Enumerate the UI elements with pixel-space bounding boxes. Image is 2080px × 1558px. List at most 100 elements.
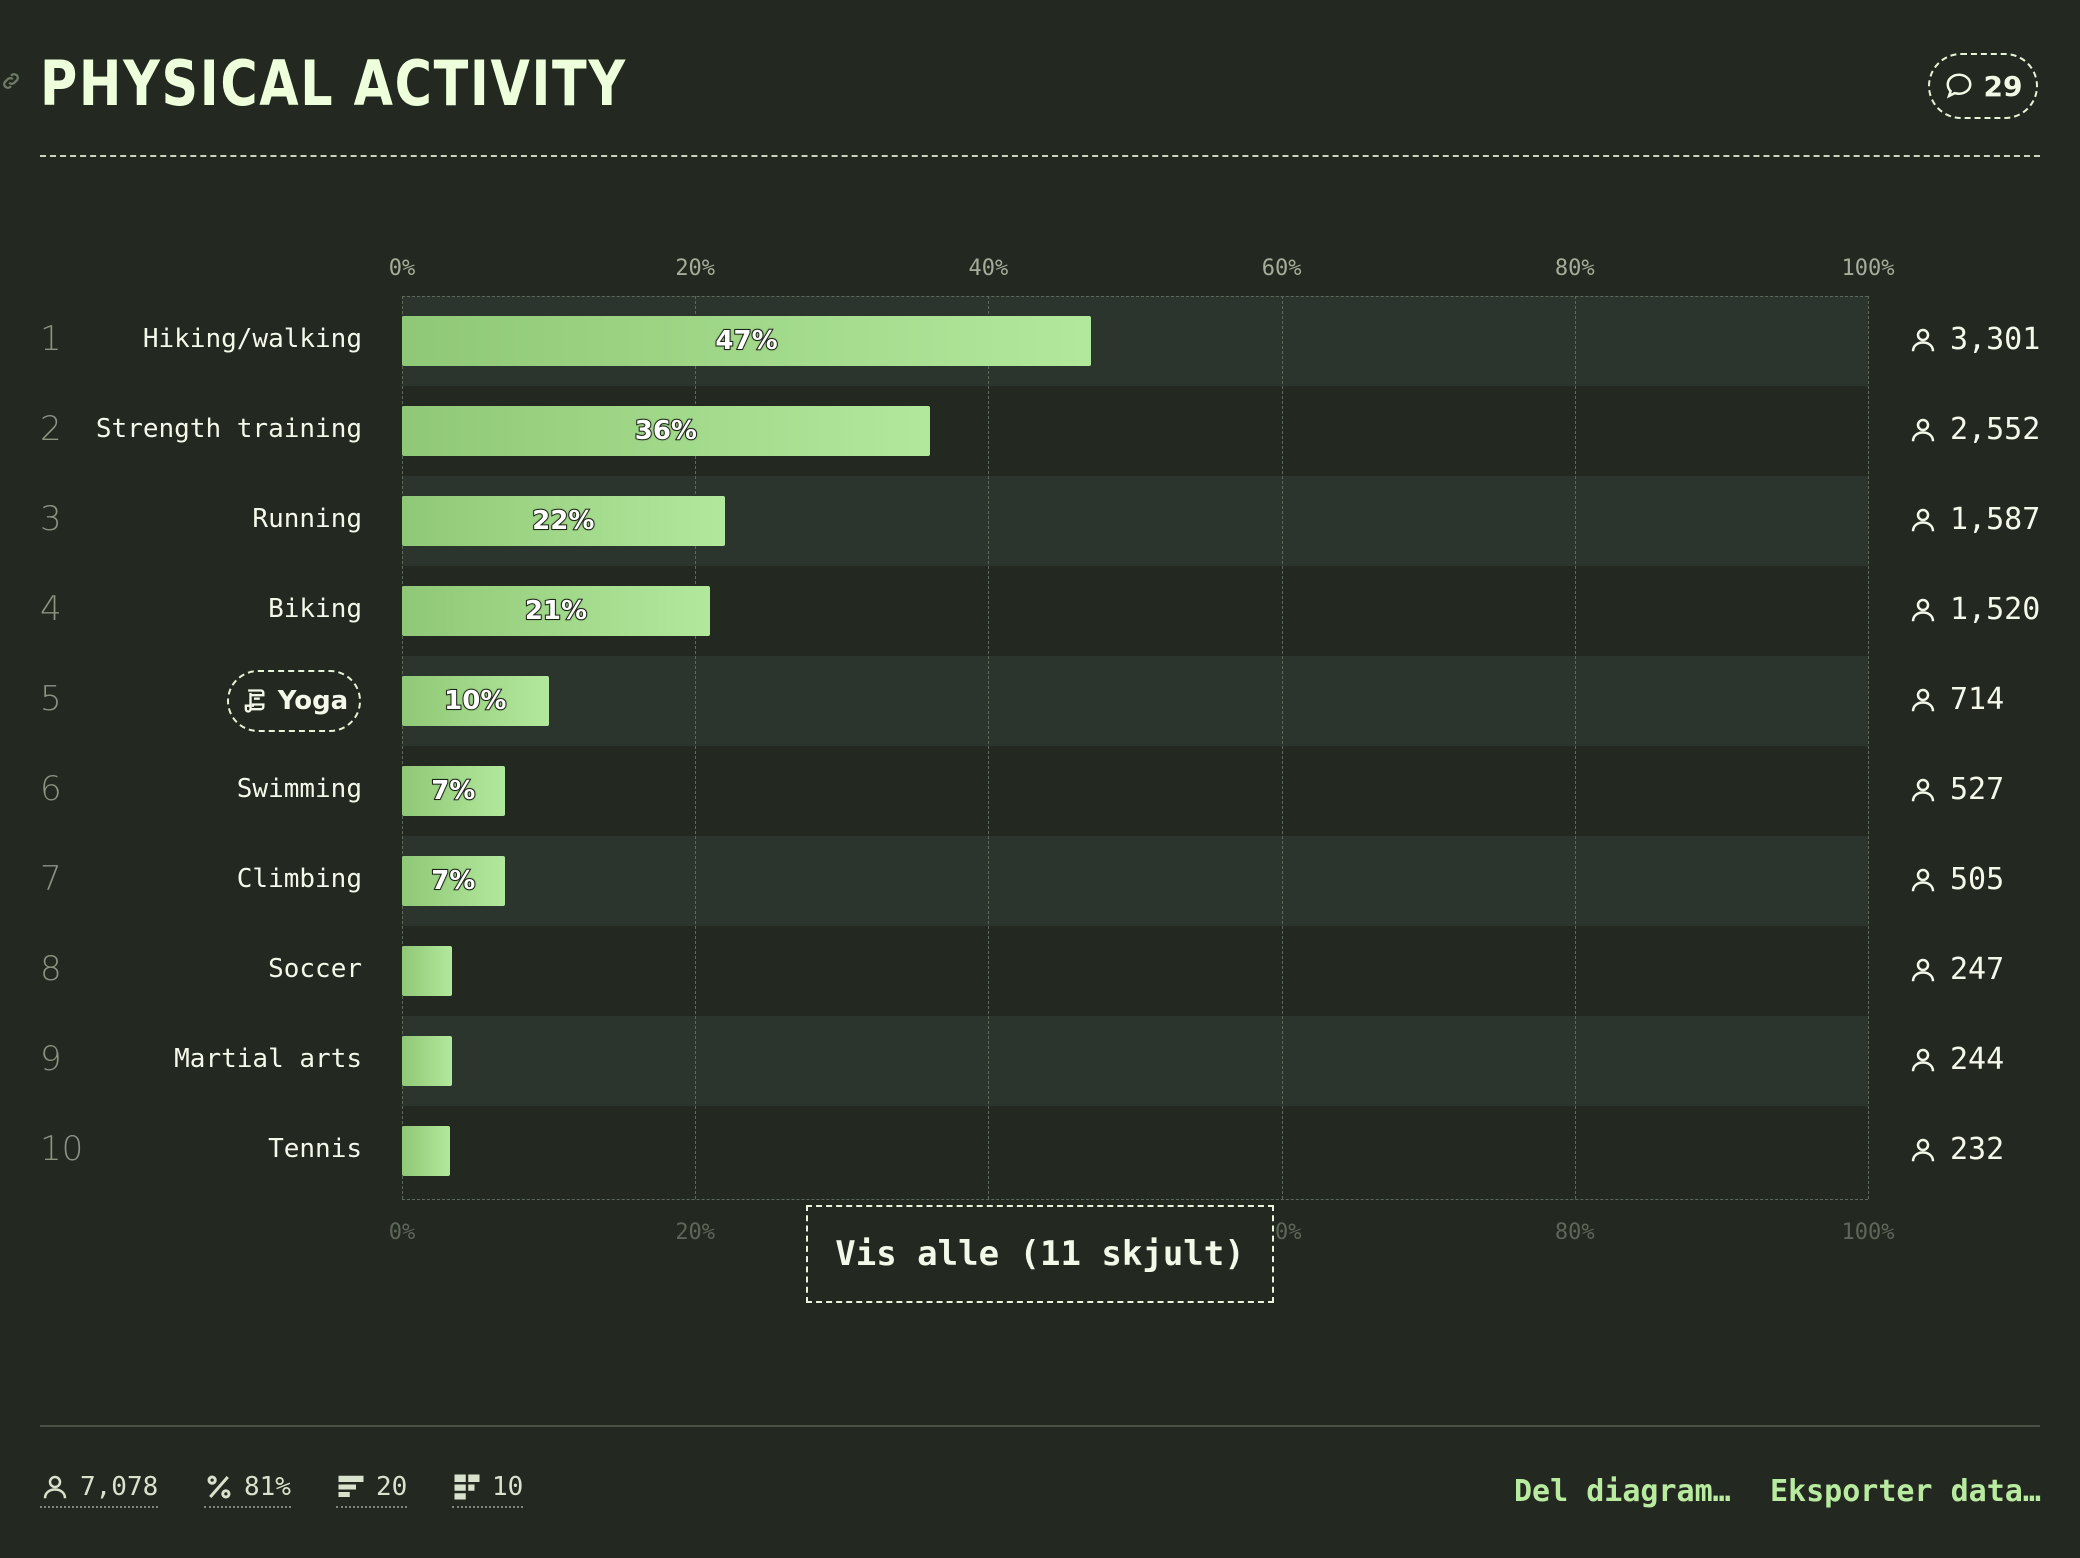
respondent-count: 505 — [1908, 862, 2004, 897]
scroll-icon — [244, 689, 265, 713]
category-label: Climbing — [236, 864, 362, 894]
rank-number: 9 — [40, 1039, 62, 1079]
respondent-count: 3,301 — [1908, 322, 2040, 357]
rank-number: 5 — [40, 679, 62, 719]
row-background — [402, 656, 1868, 746]
gridline — [1574, 296, 1576, 1199]
share-chart-link[interactable]: Del diagram… — [1514, 1474, 1731, 1509]
category-label: Soccer — [268, 954, 362, 984]
row-background — [402, 1106, 1868, 1196]
category-label: Strength training — [95, 414, 362, 444]
bar[interactable]: 10% — [402, 676, 549, 726]
bar-value-label: 7% — [430, 865, 476, 897]
bar[interactable] — [402, 1036, 452, 1086]
bar-value-label: 21% — [524, 595, 588, 627]
person-icon — [1911, 1138, 1935, 1161]
count-value: 247 — [1950, 952, 2005, 987]
options-value: 20 — [376, 1472, 408, 1502]
rank-number: 3 — [40, 499, 62, 539]
x-tick-label-top: 60% — [1261, 256, 1302, 281]
category-label: Tennis — [268, 1134, 362, 1164]
gridline — [1281, 296, 1283, 1199]
percent-icon — [207, 1475, 231, 1499]
x-tick-label-bottom: 80% — [1554, 1220, 1595, 1245]
category-label: Running — [252, 504, 362, 534]
footer-respondents[interactable]: 7,078 — [40, 1472, 159, 1508]
category-label: Martial arts — [174, 1044, 362, 1074]
show-all-button[interactable]: Vis alle (11 skjult) — [806, 1205, 1274, 1303]
count-value: 1,587 — [1950, 502, 2041, 537]
person-icon — [1911, 688, 1935, 711]
gridline — [402, 296, 403, 1199]
person-icon — [1911, 1048, 1935, 1071]
row-background — [402, 1016, 1868, 1106]
export-data-link[interactable]: Eksporter data… — [1770, 1474, 2041, 1509]
gridline — [695, 296, 697, 1199]
respondent-count: 527 — [1908, 772, 2004, 807]
person-icon — [1911, 508, 1935, 531]
respondent-count: 1,587 — [1908, 502, 2040, 537]
axis-line-top — [402, 296, 1868, 297]
respondent-count: 714 — [1908, 682, 2004, 717]
count-value: 527 — [1950, 772, 2005, 807]
category-label: Biking — [268, 594, 362, 624]
bar-value-label: 7% — [430, 775, 476, 807]
row-background — [402, 926, 1868, 1016]
comment-count: 29 — [1983, 69, 2023, 103]
comment-icon — [1946, 73, 1972, 99]
rank-number: 7 — [40, 859, 62, 899]
title-divider — [40, 155, 2040, 157]
bars-icon — [338, 1475, 364, 1497]
bar[interactable]: 22% — [402, 496, 725, 546]
bar-value-label: 10% — [443, 685, 507, 717]
row-background — [402, 836, 1868, 926]
respondent-count: 244 — [1908, 1042, 2004, 1077]
respondent-count: 1,520 — [1908, 592, 2040, 627]
x-tick-label-bottom: 0% — [388, 1220, 416, 1245]
shown-value: 10 — [492, 1472, 524, 1502]
comments-button[interactable]: 29 — [1928, 53, 2038, 119]
count-value: 3,301 — [1950, 322, 2041, 357]
x-tick-label-top: 20% — [675, 256, 716, 281]
respondent-count: 247 — [1908, 952, 2004, 987]
bar[interactable]: 47% — [402, 316, 1092, 366]
bar[interactable]: 7% — [402, 856, 505, 906]
person-icon — [43, 1475, 67, 1499]
rank-number: 4 — [40, 589, 62, 629]
x-tick-label-top: 100% — [1841, 256, 1895, 281]
respondent-count: 232 — [1908, 1132, 2004, 1167]
footer-percent[interactable]: 81% — [204, 1472, 291, 1508]
bar-value-label: 47% — [714, 325, 778, 357]
axis-line-bottom — [402, 1199, 1868, 1200]
rank-number: 8 — [40, 949, 62, 989]
x-tick-label-top: 40% — [968, 256, 1009, 281]
link-icon[interactable] — [0, 70, 22, 92]
x-tick-label-top: 0% — [388, 256, 416, 281]
count-value: 232 — [1950, 1132, 2005, 1167]
bar[interactable]: 36% — [402, 406, 930, 456]
category-label-yoga[interactable]: Yoga — [227, 670, 361, 732]
footer-options[interactable]: 20 — [336, 1472, 408, 1508]
rank-number: 2 — [40, 409, 62, 449]
category-label: Swimming — [236, 774, 362, 804]
rank-number: 1 — [40, 319, 62, 359]
bar[interactable] — [402, 1126, 451, 1176]
bar[interactable] — [402, 946, 452, 996]
category-label: Hiking/walking — [142, 324, 362, 354]
respondent-count: 2,552 — [1908, 412, 2040, 447]
count-value: 2,552 — [1950, 412, 2041, 447]
count-value: 244 — [1950, 1042, 2005, 1077]
category-label: Yoga — [277, 686, 349, 716]
gridline — [988, 296, 990, 1199]
row-background — [402, 746, 1868, 836]
bar[interactable]: 21% — [402, 586, 710, 636]
rank-number: 6 — [40, 769, 62, 809]
footer-shown[interactable]: 10 — [452, 1472, 524, 1508]
person-icon — [1911, 598, 1935, 621]
count-value: 1,520 — [1950, 592, 2041, 627]
x-tick-label-bottom: 20% — [675, 1220, 716, 1245]
rank-number: 10 — [40, 1129, 84, 1169]
bar[interactable]: 7% — [402, 766, 505, 816]
person-icon — [1911, 778, 1935, 801]
person-icon — [1911, 328, 1935, 351]
